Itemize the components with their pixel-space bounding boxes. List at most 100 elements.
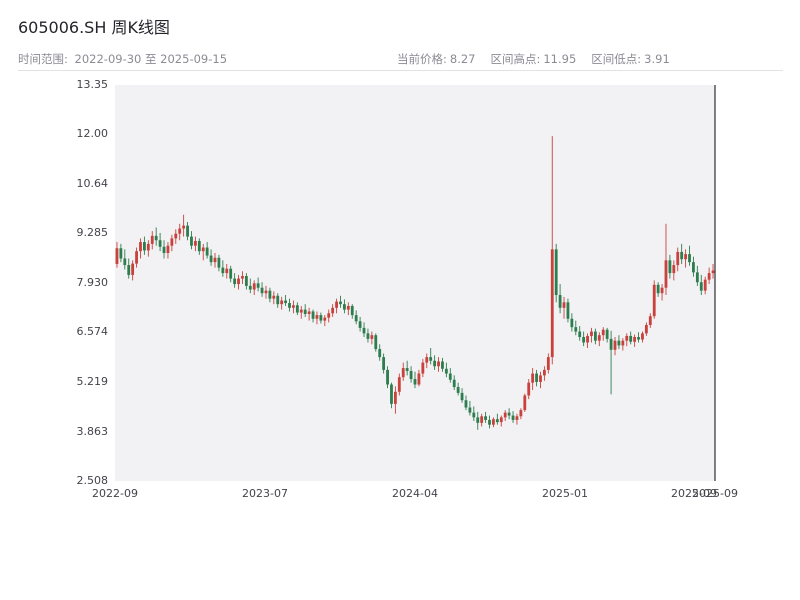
candle — [276, 293, 280, 308]
candle — [343, 299, 346, 314]
candle — [143, 236, 146, 255]
candle — [503, 410, 507, 422]
stat-range-high-value: 11.95 — [543, 52, 577, 66]
candle — [543, 366, 546, 381]
candle — [668, 254, 672, 279]
candle — [331, 304, 335, 317]
candle — [460, 388, 464, 403]
candle — [578, 326, 582, 341]
candle — [350, 304, 354, 319]
candle — [303, 304, 307, 317]
candle — [378, 344, 382, 361]
candle — [221, 260, 225, 277]
candle — [629, 331, 633, 345]
candle — [417, 369, 421, 387]
stat-current-price-label: 当前价格: — [397, 52, 447, 66]
candle — [386, 366, 389, 389]
candle — [703, 276, 707, 295]
candle — [146, 240, 150, 257]
candle — [484, 411, 487, 423]
candle — [676, 247, 680, 272]
candle — [178, 223, 182, 241]
candle — [637, 332, 640, 343]
plot-area — [115, 85, 715, 481]
candle — [531, 368, 535, 390]
candle — [272, 291, 276, 305]
candle — [295, 302, 299, 316]
candle — [409, 366, 413, 383]
candle — [390, 382, 393, 409]
candle — [688, 245, 691, 266]
candle — [429, 347, 433, 365]
candle — [613, 337, 617, 356]
candle — [468, 400, 472, 416]
header-stats: 当前价格: 8.27 区间高点: 11.95 区间低点: 3.91 — [397, 51, 670, 67]
candle — [495, 413, 499, 425]
candle — [601, 327, 605, 341]
candle — [405, 360, 409, 376]
candle — [174, 229, 178, 244]
candle — [590, 327, 593, 343]
candle — [621, 338, 625, 351]
candle — [233, 273, 237, 288]
candle — [393, 386, 397, 414]
candle — [582, 331, 586, 347]
candle — [131, 260, 135, 281]
candle — [217, 254, 221, 272]
candle — [664, 223, 668, 296]
candle — [672, 260, 676, 281]
candle — [311, 309, 315, 323]
candle — [660, 284, 664, 301]
candle — [256, 277, 260, 292]
candle — [680, 243, 684, 264]
candle — [315, 311, 319, 325]
candle — [433, 355, 437, 370]
candle — [362, 322, 366, 338]
candle — [488, 415, 491, 429]
candle — [370, 331, 374, 345]
candle — [213, 253, 217, 268]
candle — [699, 274, 703, 296]
candle — [437, 357, 440, 372]
candle — [554, 243, 558, 303]
candle — [633, 334, 637, 347]
time-range: 时间范围: 2022-09-30 至 2025-09-15 — [18, 51, 227, 67]
candle — [190, 231, 193, 250]
candle — [127, 258, 131, 279]
candle — [307, 307, 311, 321]
candle — [358, 316, 362, 332]
candle — [707, 267, 711, 285]
candle — [197, 238, 201, 255]
candle — [684, 249, 687, 268]
candle — [382, 353, 386, 374]
candle — [154, 227, 158, 246]
candle — [527, 379, 531, 400]
time-range-label: 时间范围: — [18, 52, 68, 66]
candle — [464, 395, 468, 411]
candle — [499, 415, 503, 427]
candle — [586, 333, 589, 348]
candle — [421, 358, 425, 378]
candle — [539, 371, 542, 389]
candle — [472, 406, 476, 422]
candle — [335, 298, 338, 314]
candle — [374, 333, 378, 352]
stat-range-low-label: 区间低点: — [591, 52, 642, 66]
candle — [241, 271, 244, 285]
candle — [182, 214, 186, 237]
candle — [244, 273, 248, 290]
candle — [397, 373, 401, 396]
candle — [609, 330, 613, 395]
candle — [205, 242, 209, 259]
candle — [480, 413, 484, 427]
candle — [452, 375, 456, 390]
candle — [139, 238, 142, 259]
candle — [319, 312, 323, 324]
candle — [617, 335, 621, 350]
candle — [327, 309, 331, 323]
stat-range-high: 区间高点: 11.95 — [490, 51, 576, 67]
candle — [511, 411, 515, 423]
candle — [248, 278, 252, 294]
page-title: 605006.SH 周K线图 — [18, 18, 170, 37]
candle — [711, 263, 715, 279]
